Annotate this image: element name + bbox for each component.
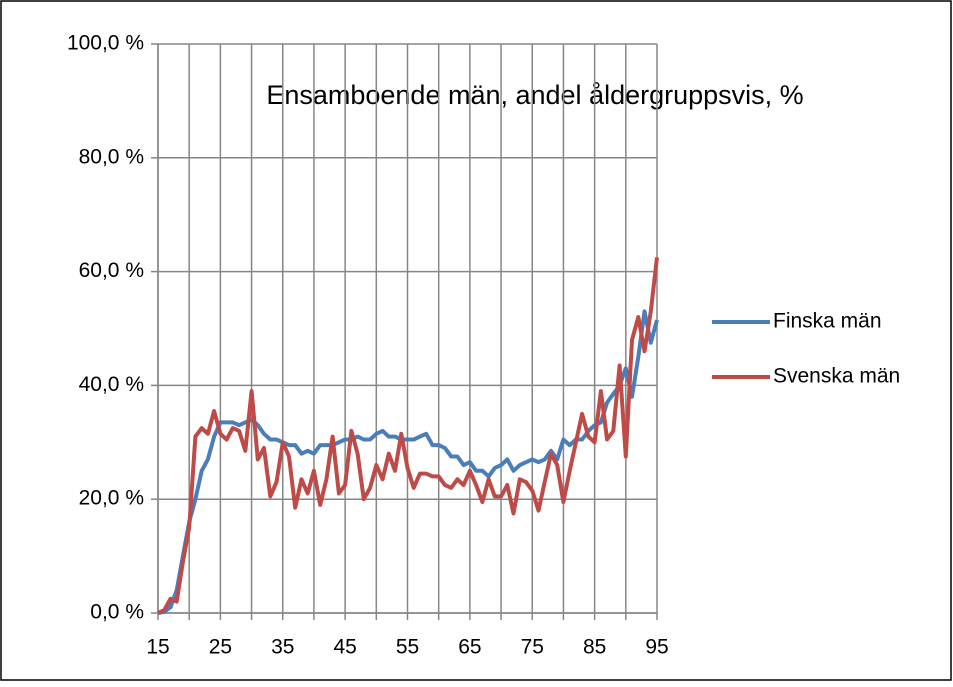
- x-tick-label: 35: [271, 636, 294, 659]
- x-tick-label: 75: [521, 636, 544, 659]
- x-tick-label: 95: [645, 636, 668, 659]
- y-tick-label: 20,0 %: [79, 487, 144, 510]
- legend-label: Finska män: [773, 310, 882, 333]
- y-tick-label: 100,0 %: [67, 32, 144, 55]
- x-tick-label: 55: [396, 636, 419, 659]
- x-tick-label: 25: [209, 636, 232, 659]
- legend-label: Svenska män: [773, 365, 900, 388]
- chart-title: Ensamboende män, andel åldergruppsvis, %: [266, 80, 803, 110]
- x-tick-label: 85: [583, 636, 606, 659]
- x-tick-label: 15: [146, 636, 169, 659]
- series-line: [157, 309, 659, 615]
- series-line: [157, 257, 659, 615]
- y-tick-label: 40,0 %: [79, 373, 144, 396]
- x-tick-label: 65: [458, 636, 481, 659]
- x-tick-label: 45: [333, 636, 356, 659]
- y-tick-label: 0,0 %: [90, 601, 144, 624]
- y-tick-label: 80,0 %: [79, 145, 144, 168]
- y-tick-label: 60,0 %: [79, 259, 144, 282]
